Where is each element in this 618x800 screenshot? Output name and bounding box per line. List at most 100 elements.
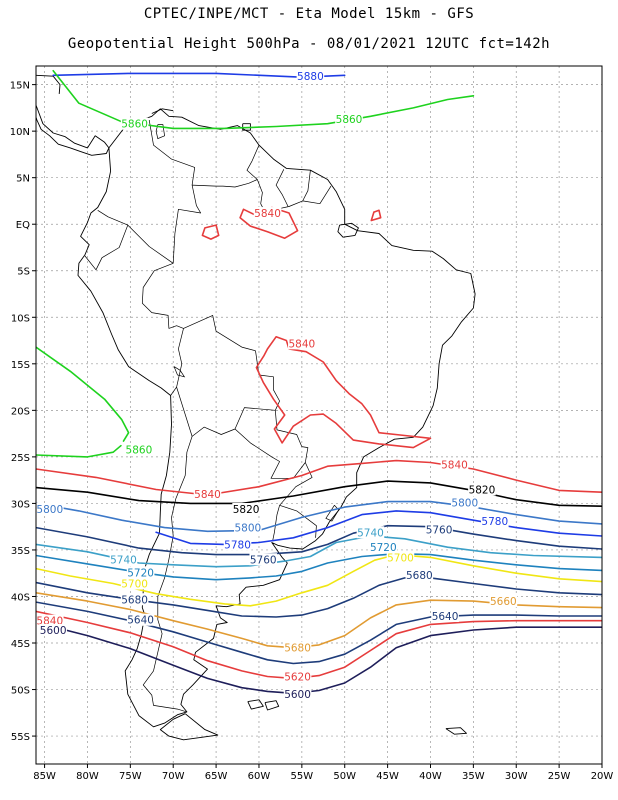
contour-label-bg [356,526,385,539]
contour-5720 [36,552,602,581]
contour-5700 [36,553,602,607]
axes: 15N 10N 5N EQ 5S 10S 15S 20S 25S 30S 35S 40S 45S 50S 5… [10,81,614,782]
contour-label-bg [125,443,153,456]
contour-label-bg [36,614,64,627]
lat-tick-label: 55S [11,732,30,743]
contour-label-5840: 5840 [288,338,315,350]
contour-label-bg [253,207,282,220]
contour-label-5660: 5660 [490,596,517,608]
contour-label-bg [283,641,312,654]
contour-label-5800: 5800 [234,523,261,535]
lon-tick-label: 45W [376,771,399,782]
coastline-marajo-island [337,222,359,238]
contour-label-bg [234,521,262,534]
contour-label-5600: 5600 [284,689,311,701]
contour-label-5700: 5700 [387,552,414,564]
title-line-1: CPTEC/INPE/MCT - Eta Model 15km - GFS [143,6,475,22]
contour-label-5740: 5740 [357,527,384,539]
contour-label-bg [481,515,509,528]
contour-5800 [36,500,602,533]
coastline-falkland-east [264,700,280,711]
contour-5820 [36,480,602,507]
contour-5860 [52,69,475,130]
lon-tick-label: 35W [462,771,485,782]
contour-label-5760: 5760 [426,524,453,536]
country-border [275,169,289,207]
contour-label-5860: 5860 [336,114,363,126]
lon-tick-label: 85W [33,771,56,782]
coastline-central-america [36,104,110,156]
contour-label-bg [431,610,459,623]
lon-tick-label: 40W [419,771,442,782]
contour-label-5860: 5860 [126,444,153,456]
contour-label-bg [109,553,138,566]
contour-label-bg [126,613,155,626]
lat-tick-label: 5S [17,267,30,278]
contour-5760 [36,524,602,556]
contour-5740 [36,535,602,568]
country-border [148,119,202,264]
contour-5840 [201,224,220,240]
contour-label-bg [283,670,312,683]
basemap [36,66,476,741]
contour-label-5640: 5640 [432,611,459,623]
country-border [141,262,184,396]
contour-label-5800: 5800 [451,497,478,509]
contour-5680 [36,577,602,618]
country-border [246,144,332,213]
lon-tick-label: 30W [505,771,528,782]
lat-tick-label: 35S [11,546,30,557]
contour-label-5780: 5780 [224,539,251,551]
contour-label-bg [120,593,149,606]
lon-tick-label: 50W [333,771,356,782]
contour-label-5840: 5840 [441,459,468,471]
lat-tick-label: 20S [11,406,30,417]
lat-tick-label: EQ [16,220,30,231]
contour-lines [36,69,602,695]
country-border [84,224,129,271]
contour-5600 [36,621,602,695]
lat-tick-label: 25S [11,453,30,464]
contour-5660 [36,592,602,649]
contour-label-5640: 5640 [127,615,154,627]
contour-label-bg [283,688,312,701]
contour-label-bg [39,623,67,636]
country-border [176,315,280,437]
country-border [142,436,193,713]
country-border [302,170,311,202]
lon-tick-label: 55W [291,771,314,782]
country-border [234,410,309,479]
lon-tick-label: 70W [162,771,185,782]
lon-tick-label: 80W [76,771,99,782]
contour-label-5860: 5860 [121,119,148,131]
contour-label-bg [120,117,149,130]
coastline-falkland-west [247,699,264,710]
contour-label-bg [223,538,252,551]
contour-label-5680: 5680 [406,570,433,582]
contour-label-5800: 5800 [36,504,63,516]
country-border [192,179,258,188]
contour-label-5680: 5680 [284,643,311,655]
contour-label-bg [232,502,260,515]
coastline-south-georgia [445,727,467,735]
lat-tick-label: 5N [16,174,30,185]
contour-5860 [36,346,130,442]
lat-tick-label: 15S [11,360,30,371]
contour-label-5880: 5880 [297,71,324,83]
contour-label-5720: 5720 [127,567,154,579]
contour-label-bg [489,595,518,608]
lake-maracaibo [155,124,165,140]
contour-label-bg [405,569,434,582]
coastline-caribbean [36,74,61,94]
contour-label-5820: 5820 [233,504,260,516]
contour-label-bg [468,483,496,496]
lon-tick-label: 75W [119,771,142,782]
contour-label-bg [193,488,222,501]
contour-label-5820: 5820 [469,484,496,496]
contour-label-bg [36,502,64,515]
contour-5840 [370,209,382,222]
contour-label-bg [335,113,363,126]
contour-label-bg [288,337,316,350]
